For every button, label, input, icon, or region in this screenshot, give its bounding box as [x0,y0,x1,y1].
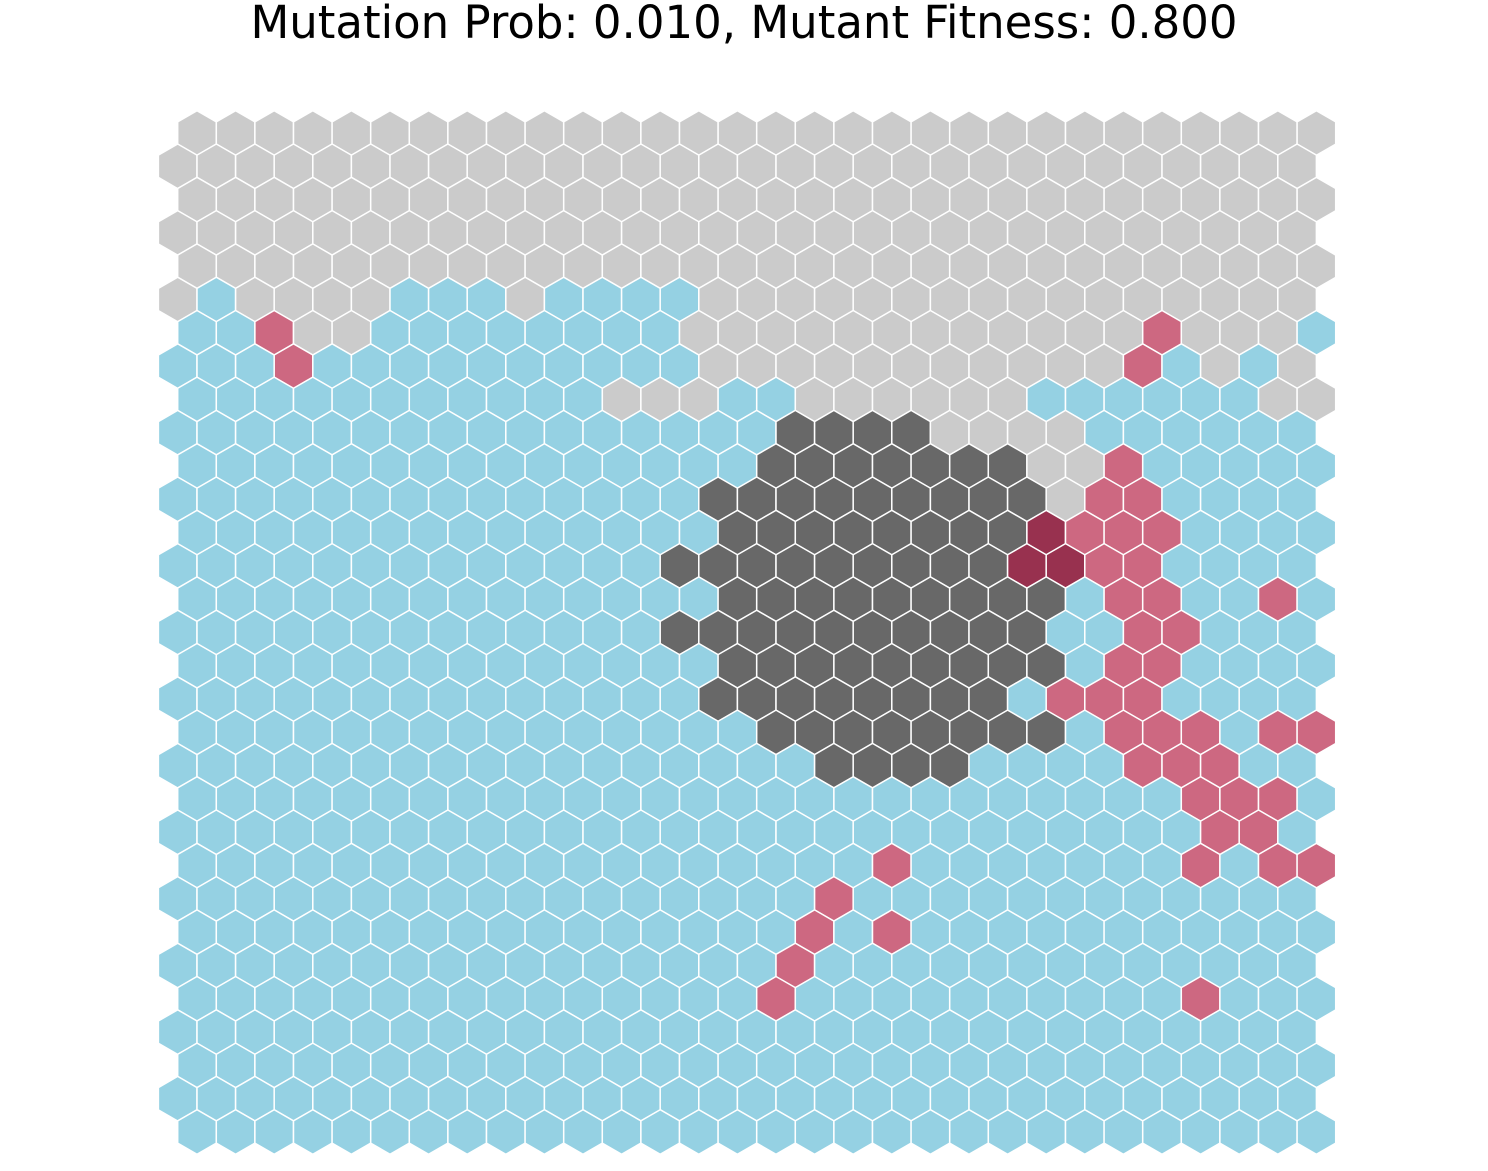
figure-title: Mutation Prob: 0.010, Mutant Fitness: 0.… [250,0,1238,49]
hex-cell-blue-region [1296,1108,1337,1156]
